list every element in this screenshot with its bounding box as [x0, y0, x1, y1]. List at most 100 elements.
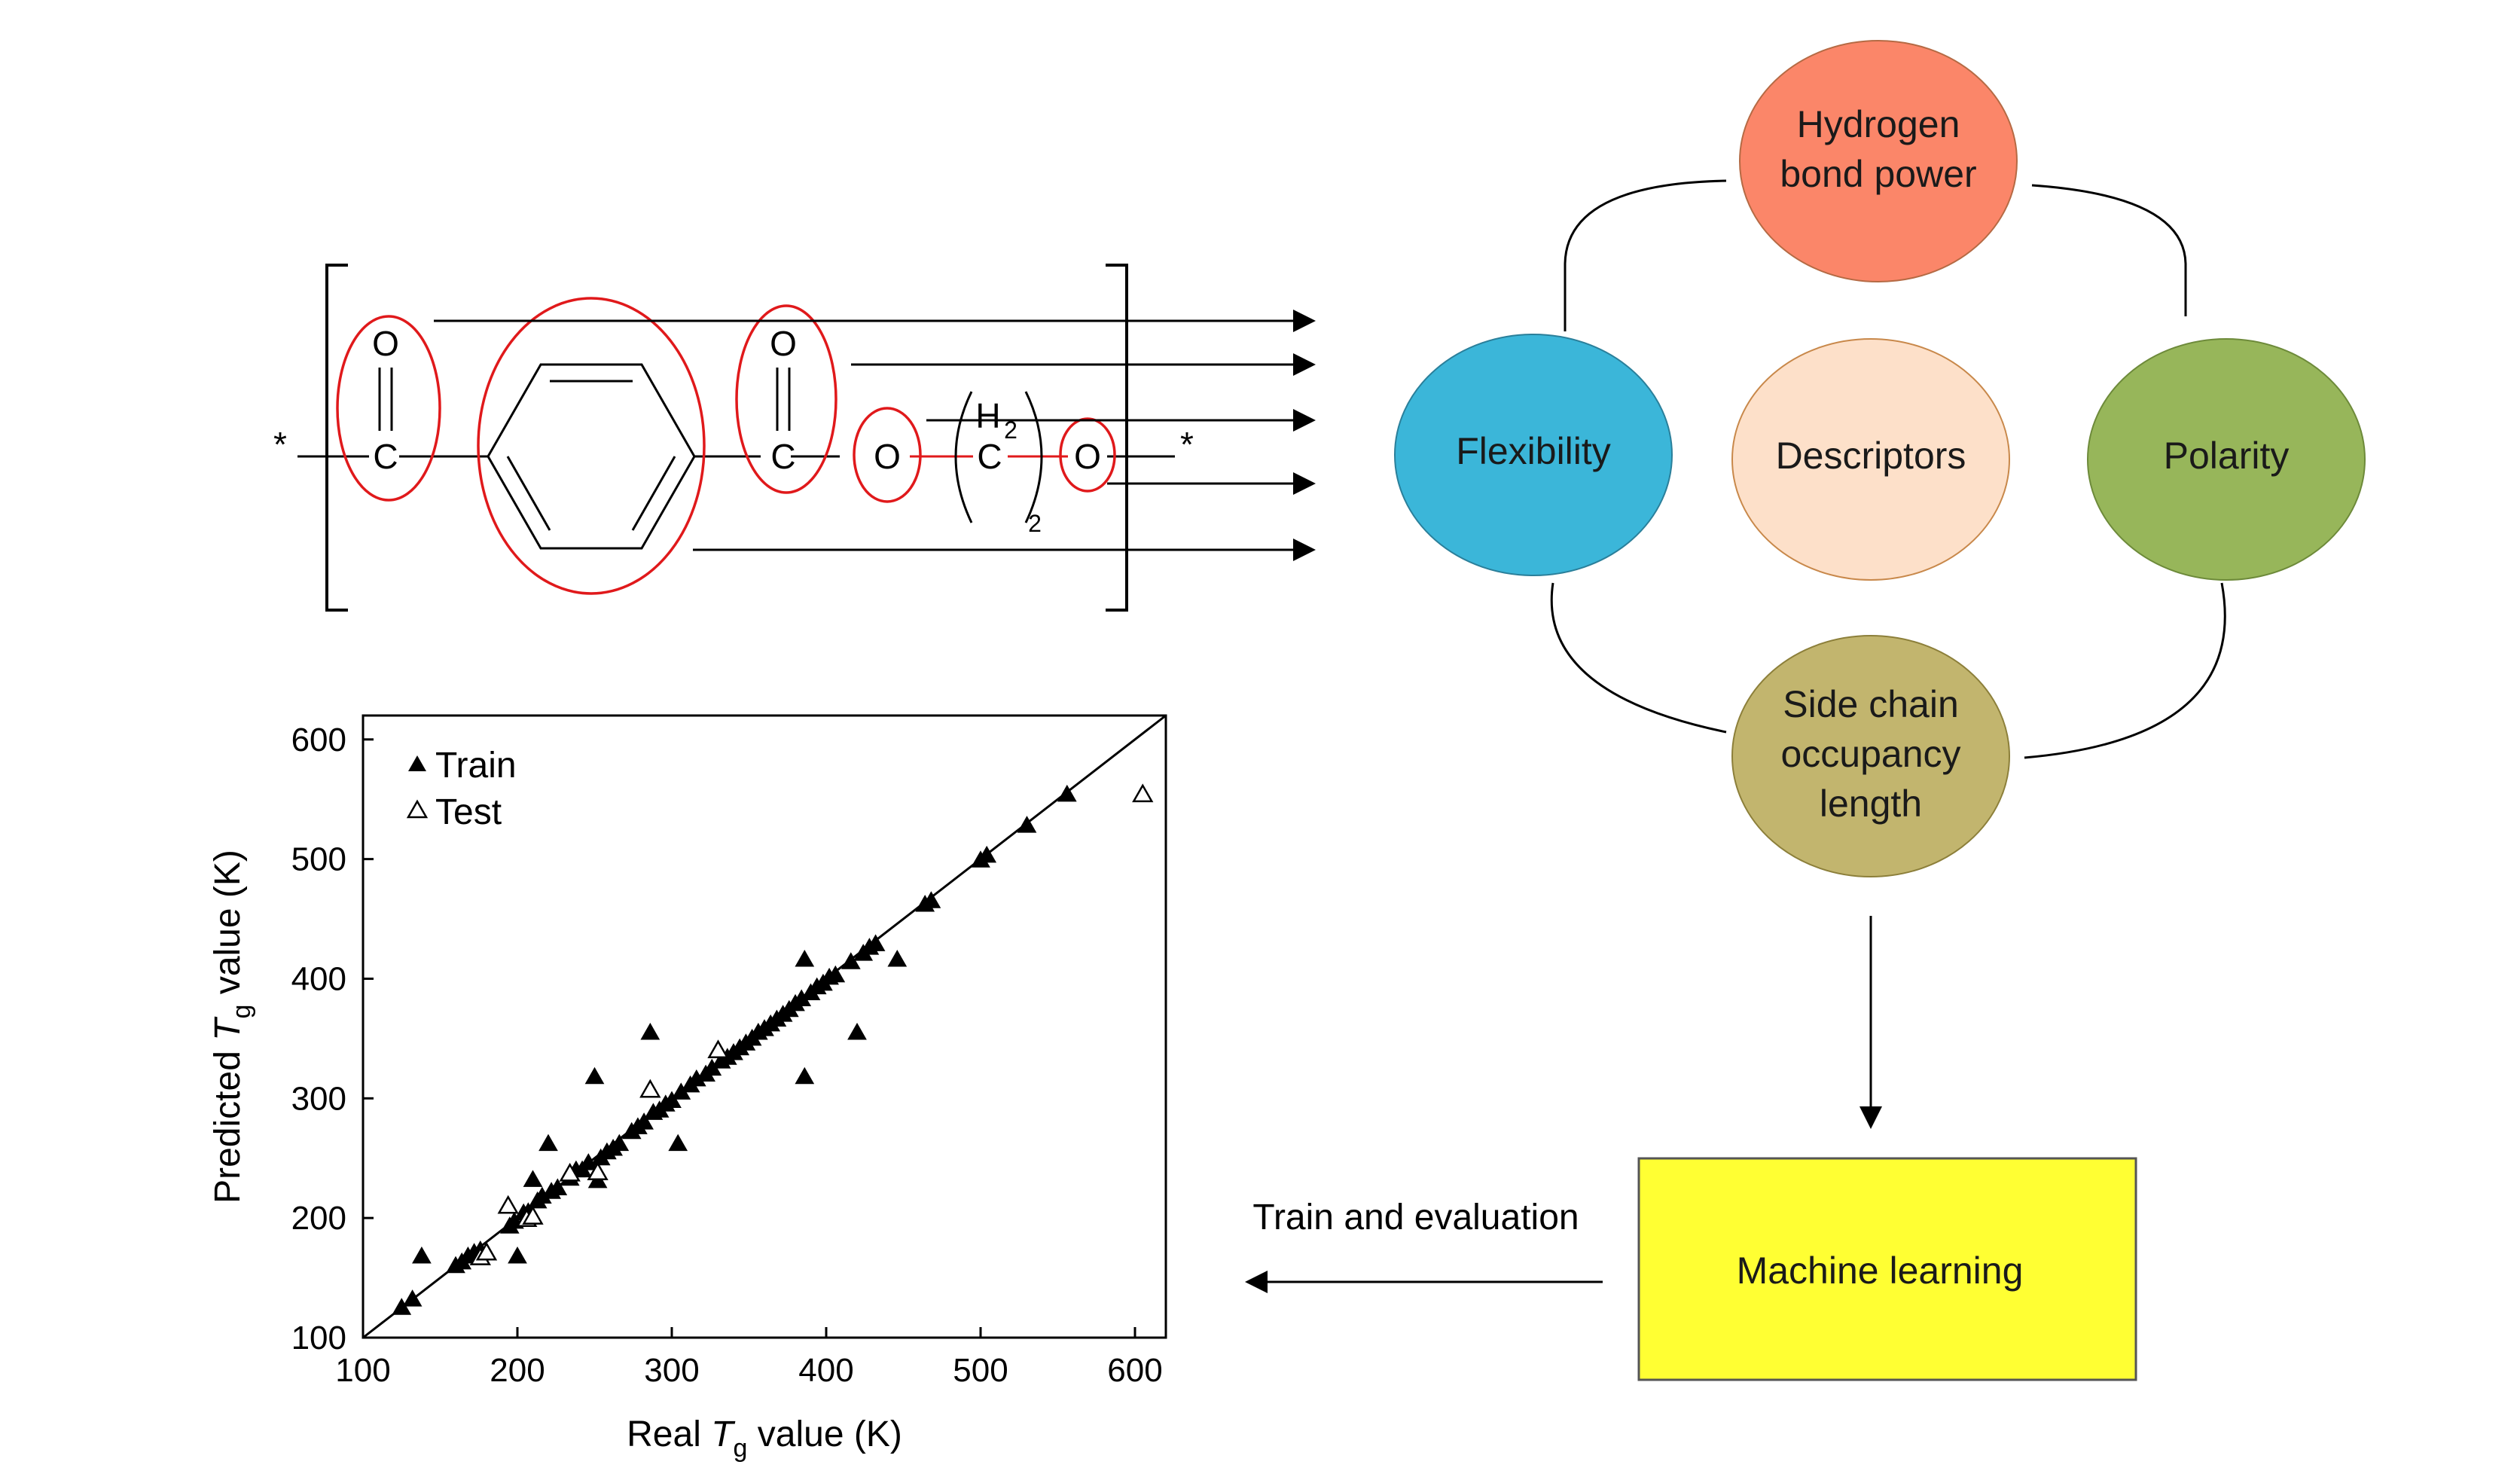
label-descriptors: Descriptors — [1776, 435, 1966, 477]
node-side-chain — [1731, 635, 2010, 877]
descriptor-diagram: Hydrogen bond power Flexibility Descript… — [1394, 40, 2366, 1129]
y-tick-label: 500 — [291, 841, 346, 878]
train-point — [523, 1170, 543, 1187]
test-point — [639, 1079, 661, 1098]
x-tick-label: 600 — [1107, 1352, 1162, 1389]
polymer-repeat-unit: * O C O C O H 2 C 2 O * — [273, 264, 1316, 612]
train-point — [548, 1178, 568, 1195]
atom-c1: C — [373, 437, 398, 476]
label-flexibility: Flexibility — [1456, 430, 1611, 472]
test-point — [522, 1206, 544, 1225]
label-hydrogen-line1: Hydrogen — [1797, 103, 1960, 145]
axis-ticks: 100 200 300 400 500 600 100 200 300 400 500 600 — [291, 722, 1163, 1389]
tg-scatter-chart: 100 200 300 400 500 600 100 200 300 400 500 600 Tra… — [208, 714, 1167, 1463]
node-descriptors — [1731, 338, 2010, 581]
train-point — [841, 952, 861, 969]
train-point — [865, 934, 886, 951]
highlight-carbonyl-2 — [735, 304, 837, 494]
atom-star-left: * — [273, 425, 287, 464]
train-point — [1057, 784, 1077, 802]
connector-top-right — [2031, 184, 2187, 316]
y-tick-label: 200 — [291, 1200, 346, 1237]
atom-o3: O — [874, 437, 901, 476]
train-point — [508, 1246, 527, 1264]
node-hydrogen-bond-power — [1739, 40, 2018, 282]
machine-learning-block: Machine learning Train and evaluation — [1245, 1157, 2137, 1381]
legend-test-label: Test — [435, 792, 502, 832]
legend-train-label: Train — [435, 746, 517, 786]
connector-bottom-left — [1550, 582, 1727, 734]
label-side-chain-line2: occupancy — [1780, 733, 1960, 775]
highlight-carbonyl-1 — [336, 315, 441, 502]
train-eval-label: Train and evaluation — [1252, 1198, 1579, 1237]
train-point — [634, 1112, 654, 1130]
train-point — [795, 1066, 815, 1085]
train-point — [1017, 816, 1037, 833]
plot-frame — [362, 714, 1167, 1339]
test-point — [707, 1039, 729, 1059]
node-polarity — [2087, 338, 2366, 581]
train-point — [392, 1298, 412, 1315]
atom-h: H — [975, 396, 1000, 435]
label-side-chain-line1: Side chain — [1783, 683, 1959, 725]
data-points — [392, 783, 1154, 1315]
atom-o2: O — [770, 324, 797, 363]
ch2-right-paren — [1024, 391, 1043, 523]
test-point — [559, 1162, 581, 1182]
test-point — [1132, 783, 1154, 803]
train-point — [578, 1153, 599, 1170]
test-point — [497, 1195, 519, 1214]
legend: Train Test — [406, 746, 517, 832]
y-tick-label: 400 — [291, 960, 346, 997]
train-point — [412, 1246, 432, 1264]
train-point — [584, 1066, 605, 1085]
train-point — [977, 845, 997, 863]
atom-star-right: * — [1180, 425, 1194, 464]
repeat-subscript: 2 — [1028, 510, 1042, 537]
atom-o4: O — [1074, 437, 1101, 476]
connector-bottom-right — [2024, 582, 2226, 759]
ml-box — [1637, 1157, 2137, 1381]
label-polarity: Polarity — [2164, 435, 2290, 477]
train-point — [538, 1134, 558, 1152]
x-axis-title: Real Tg value (K) — [627, 1414, 902, 1463]
x-tick-label: 500 — [953, 1352, 1008, 1389]
y-tick-label: 600 — [291, 722, 346, 758]
train-point — [847, 1022, 867, 1040]
y-tick-label: 100 — [291, 1320, 346, 1356]
train-point — [609, 1134, 630, 1152]
y-tick-label: 300 — [291, 1080, 346, 1117]
train-point — [640, 1022, 661, 1040]
label-side-chain-line3: length — [1820, 783, 1922, 825]
legend-train-marker — [408, 755, 426, 771]
train-point — [795, 950, 815, 967]
ch2-left-paren — [954, 391, 973, 523]
highlight-benzene — [477, 297, 706, 595]
test-point — [475, 1241, 498, 1261]
x-tick-label: 400 — [798, 1352, 853, 1389]
ml-box-label: Machine learning — [1737, 1250, 2024, 1292]
x-tick-label: 300 — [644, 1352, 699, 1389]
connector-top-left — [1564, 179, 1727, 331]
x-tick-label: 100 — [335, 1352, 390, 1389]
test-point — [587, 1161, 609, 1181]
y-axis-title: Predicted Tg value (K) — [208, 850, 256, 1204]
x-tick-label: 200 — [490, 1352, 545, 1389]
label-hydrogen-line2: bond power — [1780, 153, 1976, 195]
benzene-ring — [487, 363, 696, 550]
train-point — [887, 950, 908, 967]
right-bracket — [1106, 264, 1128, 612]
train-point — [668, 1134, 688, 1152]
train-point — [662, 1091, 682, 1108]
atom-h-subscript: 2 — [1004, 417, 1017, 444]
train-point — [825, 965, 846, 983]
atom-c2: C — [770, 437, 795, 476]
legend-test-marker — [406, 799, 429, 819]
node-flexibility — [1394, 334, 1673, 576]
highlight-ether-o-2 — [1059, 417, 1116, 493]
highlight-ether-o — [853, 407, 922, 503]
left-bracket — [325, 264, 348, 612]
train-point — [921, 891, 941, 908]
train-point — [402, 1289, 423, 1307]
